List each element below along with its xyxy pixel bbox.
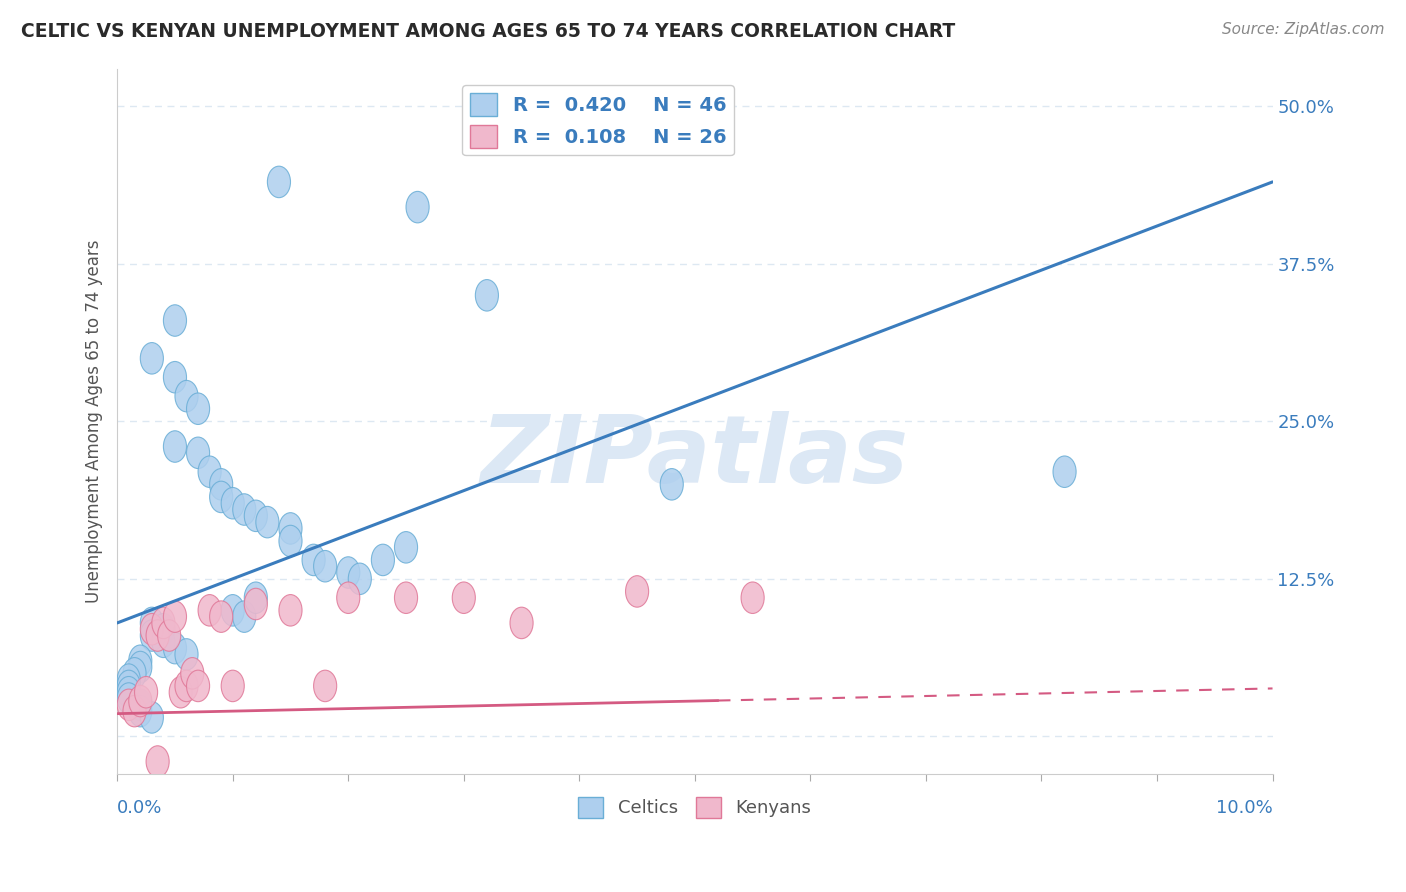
Legend: Celtics, Kenyans: Celtics, Kenyans (571, 789, 818, 825)
Text: Source: ZipAtlas.com: Source: ZipAtlas.com (1222, 22, 1385, 37)
Text: ZIPatlas: ZIPatlas (481, 410, 908, 502)
Text: 0.0%: 0.0% (117, 799, 163, 817)
Y-axis label: Unemployment Among Ages 65 to 74 years: Unemployment Among Ages 65 to 74 years (86, 240, 103, 603)
Text: 10.0%: 10.0% (1216, 799, 1272, 817)
Text: CELTIC VS KENYAN UNEMPLOYMENT AMONG AGES 65 TO 74 YEARS CORRELATION CHART: CELTIC VS KENYAN UNEMPLOYMENT AMONG AGES… (21, 22, 955, 41)
